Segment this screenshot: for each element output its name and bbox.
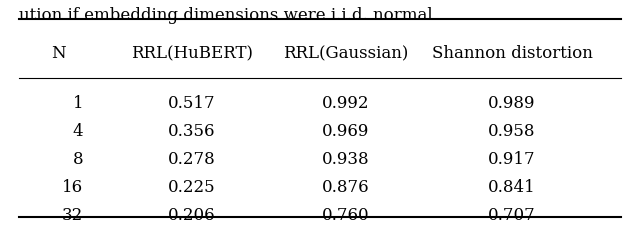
Text: 0.225: 0.225 (168, 178, 216, 195)
Text: 32: 32 (62, 206, 83, 223)
Text: 0.938: 0.938 (322, 150, 369, 167)
Text: 0.278: 0.278 (168, 150, 216, 167)
Text: RRL(HuBERT): RRL(HuBERT) (131, 45, 253, 62)
Text: ution if embedding dimensions were i.i.d. normal: ution if embedding dimensions were i.i.d… (19, 7, 433, 24)
Text: 0.760: 0.760 (322, 206, 369, 223)
Text: 1: 1 (72, 94, 83, 111)
Text: 0.989: 0.989 (488, 94, 536, 111)
Text: 0.356: 0.356 (168, 122, 216, 139)
Text: 0.969: 0.969 (322, 122, 369, 139)
Text: 0.517: 0.517 (168, 94, 216, 111)
Text: N: N (51, 45, 66, 62)
Text: 0.876: 0.876 (322, 178, 369, 195)
Text: 8: 8 (72, 150, 83, 167)
Text: RRL(Gaussian): RRL(Gaussian) (283, 45, 408, 62)
Text: 16: 16 (62, 178, 83, 195)
Text: 4: 4 (72, 122, 83, 139)
Text: 0.841: 0.841 (488, 178, 536, 195)
Text: 0.206: 0.206 (168, 206, 216, 223)
Text: 0.917: 0.917 (488, 150, 536, 167)
Text: 0.958: 0.958 (488, 122, 536, 139)
Text: 0.992: 0.992 (322, 94, 369, 111)
Text: 0.707: 0.707 (488, 206, 536, 223)
Text: Shannon distortion: Shannon distortion (431, 45, 593, 62)
